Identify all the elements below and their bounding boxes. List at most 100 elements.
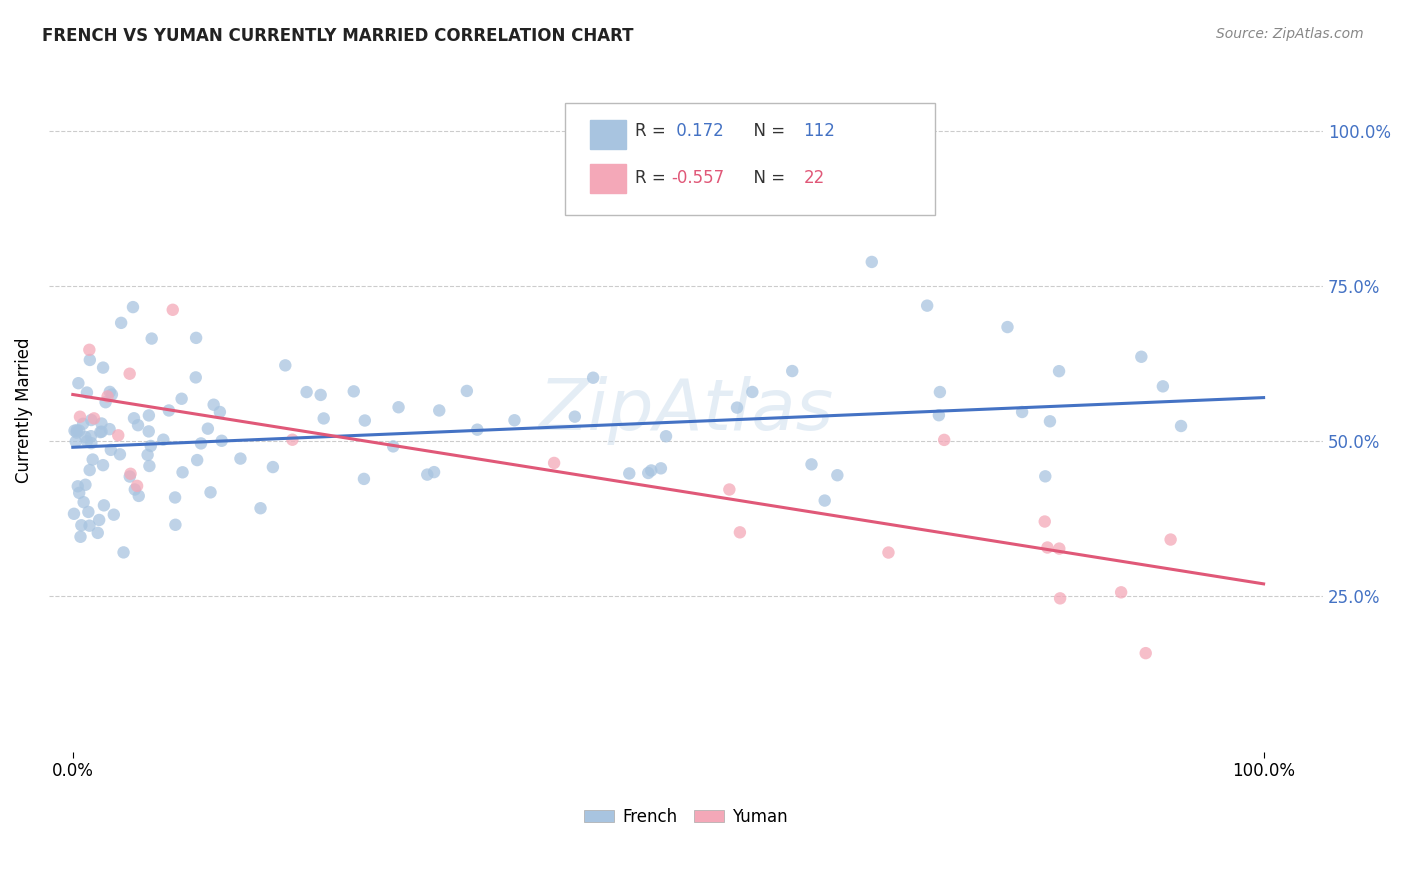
Point bbox=[108, 447, 131, 461]
Point bbox=[928, 385, 950, 400]
Point bbox=[249, 501, 271, 516]
Point bbox=[343, 384, 366, 399]
Point bbox=[170, 392, 193, 406]
Point bbox=[543, 456, 565, 470]
Point bbox=[83, 411, 105, 425]
Text: ZipAtlas: ZipAtlas bbox=[538, 376, 834, 444]
Point bbox=[139, 439, 162, 453]
Point bbox=[157, 403, 180, 417]
Point bbox=[1036, 541, 1059, 555]
Point bbox=[1170, 419, 1192, 434]
Point bbox=[70, 518, 93, 533]
Point bbox=[66, 425, 89, 440]
Point bbox=[928, 408, 950, 422]
Point bbox=[728, 525, 751, 540]
Point bbox=[382, 439, 405, 453]
Point bbox=[229, 451, 252, 466]
Point bbox=[741, 384, 763, 399]
Point bbox=[79, 343, 101, 357]
Point bbox=[66, 479, 89, 493]
Point bbox=[97, 389, 120, 403]
Point bbox=[197, 422, 219, 436]
Point bbox=[76, 434, 98, 449]
Point bbox=[353, 413, 375, 427]
Point bbox=[136, 448, 159, 462]
Point bbox=[1160, 533, 1182, 547]
Text: 0.172: 0.172 bbox=[671, 122, 724, 140]
Point bbox=[860, 255, 883, 269]
Point bbox=[281, 433, 304, 447]
Point bbox=[274, 359, 297, 373]
Point bbox=[456, 384, 478, 398]
Point bbox=[80, 436, 103, 450]
Point bbox=[503, 413, 526, 427]
Point bbox=[118, 469, 141, 483]
Point bbox=[877, 545, 900, 559]
Point bbox=[110, 316, 132, 330]
Point bbox=[69, 409, 91, 424]
FancyBboxPatch shape bbox=[591, 164, 626, 193]
Text: N =: N = bbox=[744, 169, 790, 186]
Point bbox=[353, 472, 375, 486]
Point bbox=[77, 505, 100, 519]
Point bbox=[165, 517, 187, 532]
Point bbox=[66, 423, 89, 437]
Point bbox=[650, 461, 672, 475]
Point bbox=[915, 299, 938, 313]
Point bbox=[997, 320, 1019, 334]
Text: FRENCH VS YUMAN CURRENTLY MARRIED CORRELATION CHART: FRENCH VS YUMAN CURRENTLY MARRIED CORREL… bbox=[42, 27, 634, 45]
Point bbox=[75, 477, 97, 491]
Point bbox=[780, 364, 803, 378]
Point bbox=[152, 433, 174, 447]
Point bbox=[76, 385, 98, 400]
Point bbox=[309, 388, 332, 402]
FancyBboxPatch shape bbox=[591, 120, 626, 149]
Point bbox=[165, 491, 187, 505]
Point bbox=[800, 458, 823, 472]
Point bbox=[186, 453, 208, 467]
Point bbox=[190, 436, 212, 450]
Point bbox=[1047, 364, 1070, 378]
Point bbox=[94, 395, 117, 409]
Point bbox=[1135, 646, 1157, 660]
Point bbox=[79, 353, 101, 368]
FancyBboxPatch shape bbox=[565, 103, 935, 215]
Point bbox=[67, 376, 90, 391]
Point bbox=[1109, 585, 1132, 599]
Point bbox=[75, 430, 97, 444]
Point bbox=[72, 417, 94, 431]
Point bbox=[128, 489, 150, 503]
Point bbox=[124, 483, 146, 497]
Point bbox=[564, 409, 586, 424]
Text: Source: ZipAtlas.com: Source: ZipAtlas.com bbox=[1216, 27, 1364, 41]
Point bbox=[138, 458, 160, 473]
Point bbox=[100, 442, 122, 457]
Point bbox=[90, 425, 112, 439]
Point bbox=[138, 425, 160, 439]
Point bbox=[72, 495, 94, 509]
Point bbox=[67, 424, 90, 438]
Point bbox=[82, 452, 104, 467]
Point bbox=[172, 465, 194, 479]
Point bbox=[112, 545, 135, 559]
Point bbox=[63, 507, 86, 521]
Point bbox=[98, 422, 121, 436]
Point bbox=[295, 385, 318, 400]
Point bbox=[582, 370, 605, 384]
Point bbox=[89, 425, 111, 439]
Point bbox=[637, 466, 659, 480]
Point bbox=[1033, 469, 1056, 483]
Text: R =: R = bbox=[636, 122, 671, 140]
Point bbox=[465, 423, 488, 437]
Point bbox=[91, 360, 114, 375]
Point bbox=[98, 384, 121, 399]
Point bbox=[827, 468, 849, 483]
Point bbox=[80, 413, 103, 427]
Point bbox=[655, 429, 678, 443]
Point bbox=[122, 411, 145, 425]
Point bbox=[202, 398, 225, 412]
Point bbox=[1011, 405, 1033, 419]
Text: 22: 22 bbox=[803, 169, 824, 186]
Point bbox=[184, 331, 207, 345]
Point bbox=[101, 387, 124, 401]
